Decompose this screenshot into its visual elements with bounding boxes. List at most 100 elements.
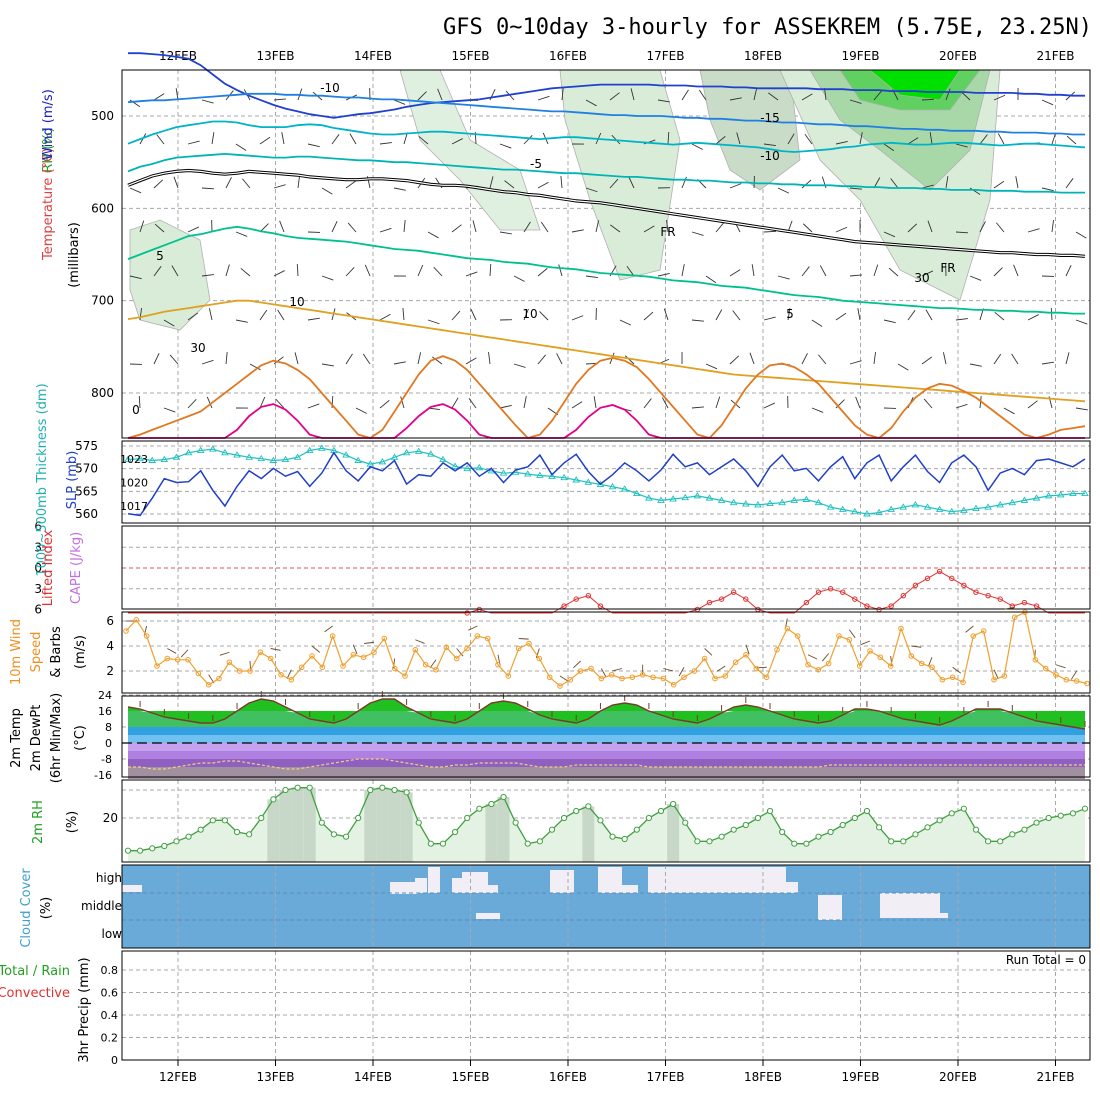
date-label-bottom: 15FEB bbox=[452, 1070, 490, 1084]
rh-point bbox=[718, 833, 725, 840]
rh-point bbox=[706, 838, 713, 845]
thickness-point bbox=[729, 498, 738, 506]
svg-text:2m Temp: 2m Temp bbox=[9, 708, 24, 768]
wind-barb bbox=[835, 226, 848, 233]
contour-label: 10 bbox=[522, 307, 537, 321]
y-tick-label: 600 bbox=[91, 201, 114, 215]
cloud-block bbox=[452, 878, 464, 893]
wind-barb bbox=[451, 138, 463, 145]
wind-barb bbox=[201, 359, 214, 365]
contour-label: 10 bbox=[289, 295, 304, 309]
rh-point bbox=[221, 817, 229, 824]
wind-speed-point bbox=[350, 651, 357, 658]
wind-speed-point bbox=[949, 674, 956, 681]
wind-speed-point bbox=[639, 671, 646, 678]
wind-barb bbox=[235, 143, 247, 151]
wind-speed-point bbox=[278, 671, 284, 678]
wind-speed-point bbox=[329, 633, 336, 639]
rh-point bbox=[1009, 831, 1016, 838]
wind-barb bbox=[379, 227, 392, 233]
wind-barb-10m bbox=[535, 648, 540, 659]
thickness-point bbox=[499, 469, 508, 476]
thickness-tick-label: 565 bbox=[75, 484, 98, 498]
wind-speed-point bbox=[443, 644, 450, 651]
wind-barb-10m bbox=[559, 675, 569, 682]
li-tick-label: 3 bbox=[34, 540, 42, 554]
rh-point bbox=[851, 814, 858, 822]
panel-frame bbox=[121, 950, 1091, 1061]
rh-point bbox=[754, 814, 762, 822]
wind-barb bbox=[1050, 307, 1053, 321]
wind-speed-point bbox=[753, 665, 760, 672]
lifted-index-point bbox=[997, 596, 1003, 602]
wind-speed-point bbox=[660, 675, 667, 682]
wind-barb bbox=[1051, 220, 1054, 233]
thickness-point bbox=[851, 507, 859, 515]
wind-barb bbox=[890, 178, 899, 189]
wind-barb bbox=[537, 95, 550, 101]
isotherm-line bbox=[127, 120, 1086, 153]
lifted-index-point bbox=[561, 603, 567, 609]
thickness-point bbox=[742, 500, 750, 507]
svg-text:(6hr Min/Max): (6hr Min/Max) bbox=[49, 693, 64, 783]
wind-barb bbox=[489, 176, 494, 189]
wind-barb bbox=[297, 176, 300, 189]
lifted-index-point bbox=[803, 599, 810, 606]
lifted-index-point bbox=[900, 592, 906, 599]
thickness-point bbox=[1008, 498, 1017, 506]
thickness-point bbox=[972, 504, 980, 512]
wind-barb bbox=[787, 308, 791, 321]
panel-frame bbox=[121, 779, 1091, 863]
rh-point bbox=[779, 828, 786, 836]
wind-barb-10m bbox=[821, 653, 830, 662]
temp-band bbox=[128, 759, 1085, 767]
thickness-point bbox=[608, 482, 617, 490]
date-label-top: 17FEB bbox=[647, 49, 685, 63]
cloud-block bbox=[488, 885, 498, 893]
cloud-block bbox=[940, 913, 948, 918]
wind-speed-point bbox=[629, 674, 636, 681]
lifted-index-point bbox=[888, 603, 894, 609]
cloud-block bbox=[476, 913, 500, 919]
wind-barb bbox=[169, 354, 179, 365]
rh-point bbox=[403, 789, 410, 796]
thickness-point bbox=[754, 501, 762, 508]
wind-barb bbox=[883, 319, 896, 324]
isotherm-line bbox=[127, 299, 1086, 403]
thickness-point bbox=[402, 448, 411, 456]
wind-speed-point bbox=[371, 649, 377, 656]
wind-barb bbox=[561, 88, 564, 101]
contour-label: -10 bbox=[760, 149, 780, 163]
wind-barb bbox=[201, 274, 214, 277]
cloud-block bbox=[598, 867, 622, 893]
thickness-point bbox=[923, 503, 932, 510]
rh-point bbox=[500, 793, 507, 801]
wind-barb bbox=[955, 403, 968, 409]
wind-side-label: 10m Wind Speed & Barbs (m/s) bbox=[9, 619, 88, 685]
date-label-bottom: 17FEB bbox=[647, 1070, 685, 1084]
wind-barb bbox=[942, 352, 947, 365]
rh-point bbox=[839, 821, 846, 829]
rh-tick-label: 20 bbox=[103, 811, 118, 825]
wind-barb bbox=[418, 135, 429, 145]
lifted-index-point bbox=[936, 568, 943, 575]
wind-barb bbox=[729, 355, 740, 365]
wind-barb-10m bbox=[612, 668, 623, 672]
date-label-bottom: 18FEB bbox=[744, 1070, 782, 1084]
lifted-index-point bbox=[706, 599, 713, 606]
wind-barb-10m bbox=[352, 644, 358, 655]
svg-text:2m DewPt: 2m DewPt bbox=[29, 705, 44, 772]
wind-barb bbox=[225, 177, 232, 189]
svg-text:Convective: Convective bbox=[0, 986, 70, 1001]
wind-speed-point bbox=[236, 668, 243, 674]
svg-text:1000~500mb Thickness (dm): 1000~500mb Thickness (dm) bbox=[35, 383, 50, 576]
wind-barb bbox=[513, 363, 526, 368]
wind-speed-point bbox=[794, 633, 801, 639]
lifted-index-point bbox=[1033, 603, 1040, 609]
wind-barb-10m bbox=[286, 669, 292, 679]
wind-barb bbox=[571, 401, 583, 409]
rh-point bbox=[997, 838, 1004, 845]
wind-barb bbox=[643, 311, 654, 321]
lifted-index-point bbox=[464, 610, 470, 616]
wind-barb bbox=[364, 264, 371, 277]
